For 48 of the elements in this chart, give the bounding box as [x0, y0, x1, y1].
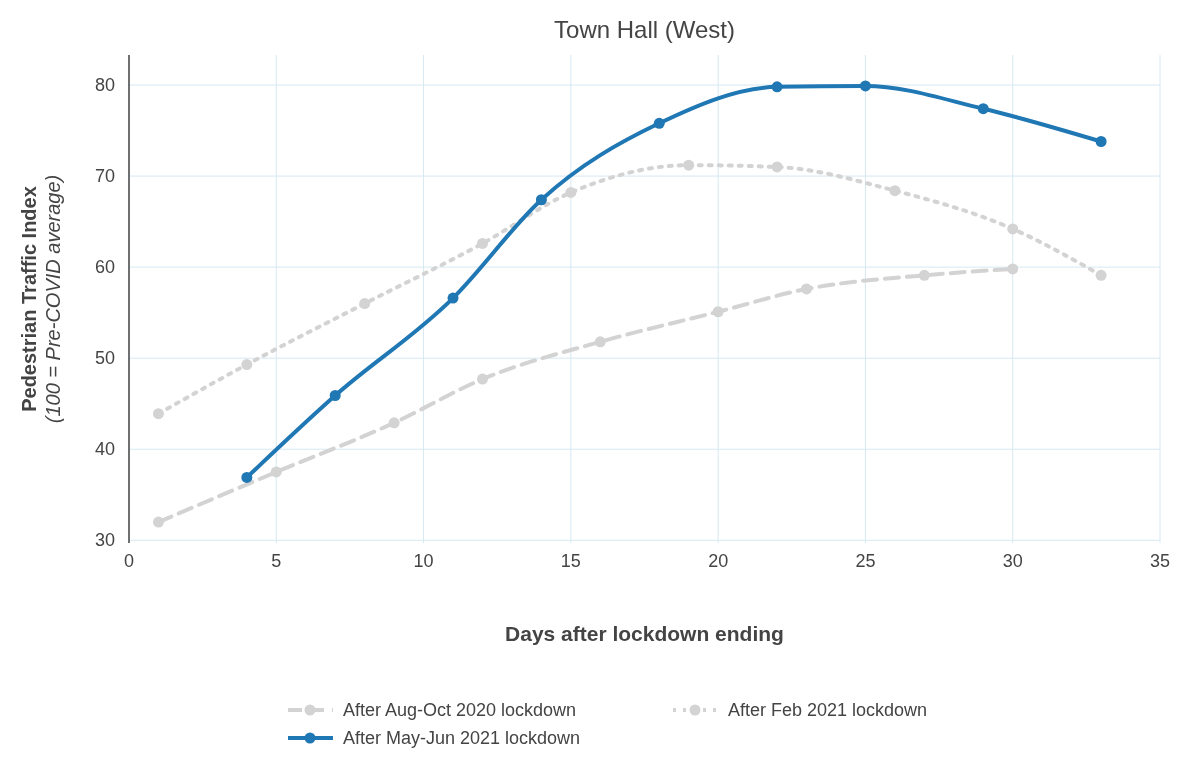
point — [712, 306, 724, 318]
legend-label: After May-Jun 2021 lockdown — [343, 728, 581, 748]
point — [889, 185, 901, 197]
y-tick-label: 60 — [94, 257, 115, 278]
point — [1095, 135, 1107, 147]
y-tick-label: 50 — [94, 348, 115, 369]
x-tick-label: 20 — [708, 551, 729, 571]
x-tick-label: 30 — [1002, 551, 1023, 571]
legend-label: After Aug-Oct 2020 lockdown — [343, 700, 577, 720]
point — [1007, 263, 1019, 275]
point — [653, 117, 665, 129]
point — [152, 408, 164, 420]
point — [771, 81, 783, 93]
y-tick-label: 30 — [94, 530, 115, 551]
point — [771, 161, 783, 173]
x-axis-title: Days after lockdown ending — [505, 622, 784, 645]
point — [241, 471, 253, 483]
point — [152, 516, 164, 528]
x-tick-label: 10 — [413, 551, 434, 571]
point — [565, 186, 577, 198]
point — [977, 103, 989, 115]
legend-label: After Feb 2021 lockdown — [728, 700, 928, 720]
point — [476, 373, 488, 385]
point — [241, 359, 253, 371]
point — [594, 336, 606, 348]
y-axis-title: Pedestrian Traffic Index (100 = Pre-COVID average) — [18, 174, 64, 424]
point — [476, 237, 488, 249]
point — [918, 269, 930, 281]
point — [447, 292, 459, 304]
point — [329, 390, 341, 402]
x-tick-label: 35 — [1149, 551, 1171, 571]
x-tick-label: 0 — [123, 551, 135, 571]
point — [359, 298, 371, 310]
point — [535, 194, 547, 206]
chart-title: Town Hall (West) — [554, 16, 735, 43]
point — [801, 283, 813, 295]
point — [1007, 223, 1019, 235]
y-tick-label: 70 — [94, 166, 115, 187]
point — [270, 466, 282, 478]
point — [388, 417, 400, 429]
x-tick-label: 5 — [271, 551, 282, 571]
y-tick-label: 40 — [94, 439, 115, 460]
point — [1095, 269, 1107, 281]
x-tick-label: 25 — [855, 551, 876, 571]
y-tick-label: 80 — [94, 75, 115, 96]
point — [859, 80, 871, 92]
x-tick-label: 15 — [560, 551, 581, 571]
point — [683, 159, 695, 171]
